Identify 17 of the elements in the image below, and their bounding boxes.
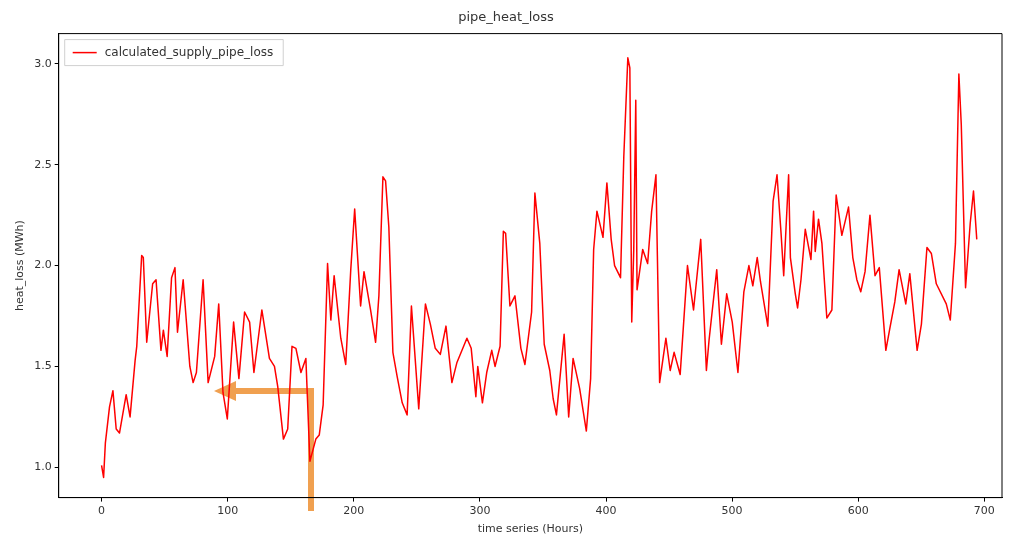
x-tick-label: 200 <box>343 504 365 518</box>
x-tick-label: 100 <box>217 504 239 518</box>
y-tick-label: 3.0 <box>34 56 52 70</box>
chart-title: pipe_heat_loss <box>458 9 554 25</box>
legend-label: calculated_supply_pipe_loss <box>104 44 274 59</box>
x-tick-label: 600 <box>847 504 869 518</box>
y-tick-label: 1.0 <box>34 460 52 474</box>
y-axis-title: heat_loss (MWh) <box>13 220 27 312</box>
x-tick-label: 0 <box>98 504 106 518</box>
y-tick-label: 1.5 <box>34 359 52 373</box>
y-tick-label: 2.0 <box>34 258 52 272</box>
x-tick-label: 400 <box>595 504 617 518</box>
x-tick-label: 500 <box>721 504 743 518</box>
x-tick-label: 700 <box>973 504 995 518</box>
y-tick-label: 2.5 <box>34 157 52 171</box>
x-axis-title: time series (Hours) <box>477 522 583 536</box>
x-tick-label: 300 <box>469 504 491 518</box>
